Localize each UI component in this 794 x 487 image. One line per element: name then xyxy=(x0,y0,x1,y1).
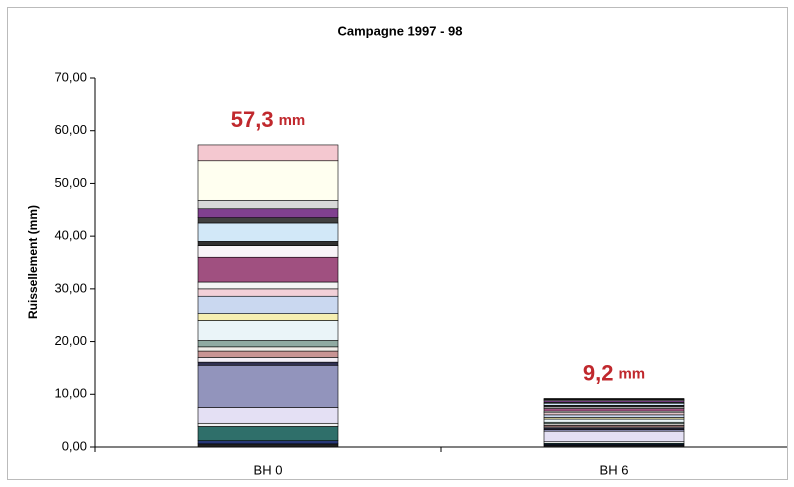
y-tick-label: 10,00 xyxy=(54,386,87,401)
y-tick-label: 30,00 xyxy=(54,280,87,295)
bar-segment xyxy=(197,346,339,352)
bar-segment xyxy=(197,217,339,224)
y-tick-label: 60,00 xyxy=(54,122,87,137)
bar-segment xyxy=(197,364,339,408)
y-tick-label: 70,00 xyxy=(54,69,87,84)
bar-segment xyxy=(543,398,685,400)
bar-segment xyxy=(197,361,339,366)
bar-segment xyxy=(197,422,339,427)
y-tick-label: 0,00 xyxy=(62,438,87,453)
total-label: 9,2 mm xyxy=(583,360,645,385)
bar-segment xyxy=(543,430,685,443)
bar-segment xyxy=(197,241,339,246)
bar-segment xyxy=(197,440,339,445)
bar-segment xyxy=(543,402,685,406)
total-value: 57,3 xyxy=(231,107,274,132)
y-tick-label: 20,00 xyxy=(54,333,87,348)
bar-segment xyxy=(197,288,339,297)
total-unit: mm xyxy=(618,365,645,382)
y-axis-title: Ruissellement (mm) xyxy=(26,205,40,319)
bar-segment xyxy=(197,245,339,258)
bar-segment xyxy=(197,313,339,321)
bar-segment xyxy=(543,414,685,418)
bar-segment xyxy=(197,222,339,242)
bar-segment xyxy=(197,443,339,448)
x-tick-label: BH 0 xyxy=(254,462,283,477)
bar-segment xyxy=(197,320,339,341)
bar-segment xyxy=(197,407,339,424)
bar-segment xyxy=(197,256,339,283)
x-tick-label: BH 6 xyxy=(600,462,629,477)
bar-segment xyxy=(197,357,339,363)
bar-segment xyxy=(197,350,339,358)
bar-segment xyxy=(197,208,339,218)
bar-segment xyxy=(543,408,685,412)
bar-segment xyxy=(197,281,339,290)
total-label: 57,3 mm xyxy=(231,107,306,132)
bar-segment xyxy=(197,295,339,314)
total-value: 9,2 xyxy=(583,360,614,385)
bar-segment xyxy=(197,426,339,441)
bar-segment xyxy=(543,412,685,416)
bar-segment xyxy=(543,418,685,423)
bar-segment xyxy=(197,340,339,348)
total-unit: mm xyxy=(279,112,306,129)
y-tick-label: 40,00 xyxy=(54,228,87,243)
bar-segment xyxy=(197,160,339,201)
bar-segment xyxy=(197,144,339,162)
chart-title: Campagne 1997 - 98 xyxy=(337,23,462,38)
y-tick-label: 50,00 xyxy=(54,175,87,190)
bar-segment xyxy=(197,199,339,210)
